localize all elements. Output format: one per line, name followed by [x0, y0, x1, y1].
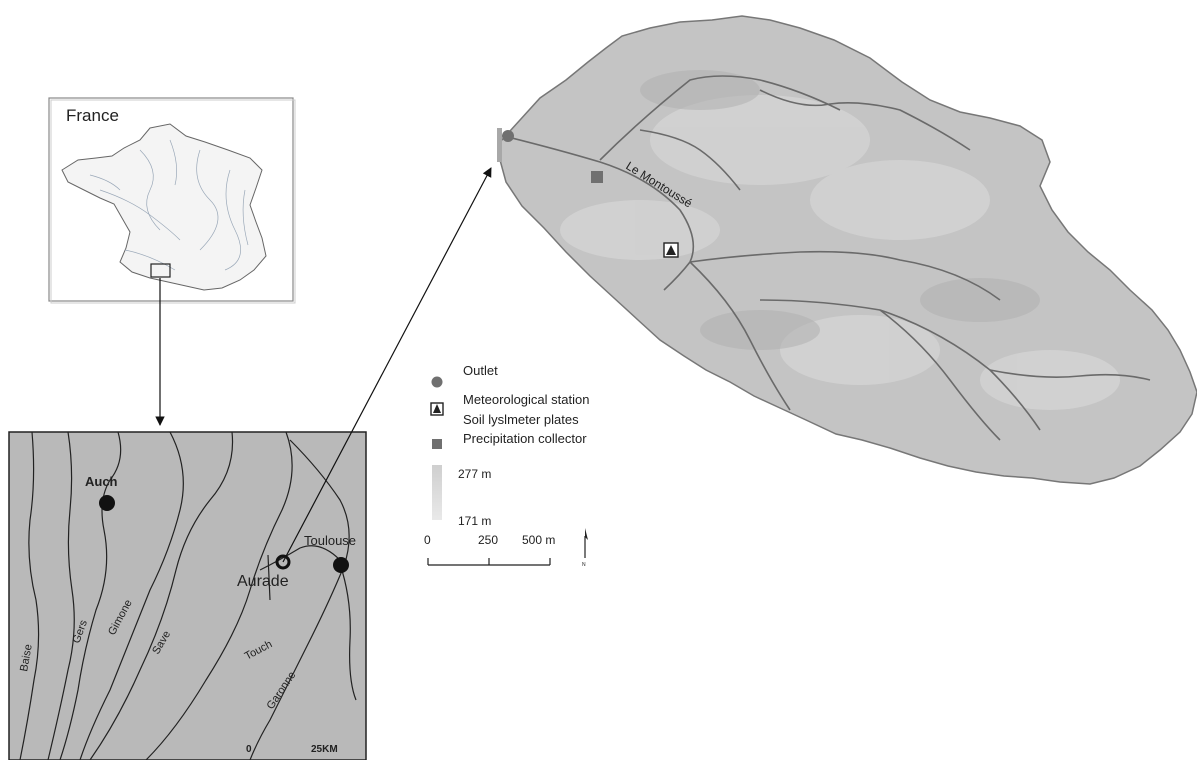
north-label: N [582, 562, 586, 568]
auch-label: Auch [85, 474, 118, 489]
catchment-streams [507, 75, 1151, 441]
legend-station-icon [430, 402, 444, 416]
meteorological-station-symbol [663, 242, 679, 258]
elevation-min-label: 171 m [458, 514, 491, 528]
outlet-symbol [502, 130, 514, 142]
toulouse-label: Toulouse [304, 533, 356, 548]
legend-precipitation-icon [432, 439, 442, 449]
regional-rivers [19, 431, 357, 760]
north-arrow-icon [584, 528, 588, 558]
catchment-scalebar [427, 558, 551, 566]
precipitation-collector-symbol [591, 171, 603, 183]
toulouse-marker [333, 557, 349, 573]
regional-scale-end: 25KM [311, 744, 338, 755]
legend-station-label: Meteorological station [463, 392, 589, 407]
catchment-map: Le Montoussé [497, 15, 1197, 485]
river-label-baise: Baise [18, 643, 35, 672]
arrow-region-to-catchment [282, 167, 492, 563]
legend-precipitation-label: Precipitation collector [463, 431, 587, 446]
study-area-box [150, 263, 171, 278]
legend: Outlet Meteorological station Soil lyslm… [424, 363, 589, 568]
relief-shading [560, 95, 1120, 410]
aurade-label: Aurade [237, 573, 289, 590]
aurade-marker [275, 554, 291, 570]
relief-shadows [640, 70, 1040, 350]
france-title: France [66, 106, 119, 125]
auch-marker [99, 495, 115, 511]
france-rivers [89, 139, 249, 271]
france-outline [61, 123, 267, 291]
regional-scale-start: 0 [246, 744, 252, 755]
scale-tick-250: 250 [478, 533, 498, 547]
elevation-ramp [432, 465, 442, 520]
elevation-max-label: 277 m [458, 467, 491, 481]
scale-tick-0: 0 [424, 533, 431, 547]
france-inset: France [48, 97, 296, 304]
legend-lysimeter-label: Soil lyslmeter plates [463, 412, 579, 427]
legend-outlet-label: Outlet [463, 363, 498, 378]
scale-tick-500: 500 m [522, 533, 555, 547]
legend-outlet-icon [431, 376, 443, 388]
regional-map: Auch Toulouse Aurade Baise Gers Gimone S… [8, 431, 367, 760]
